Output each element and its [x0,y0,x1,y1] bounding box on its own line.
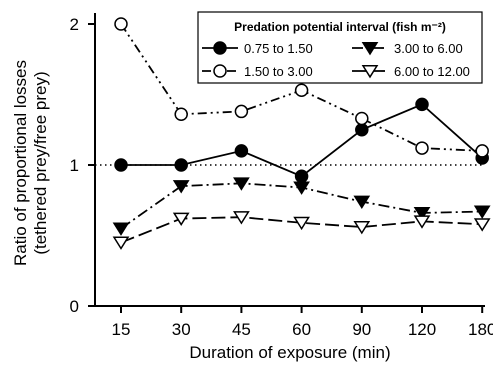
y-axis-title-line-2: (tethered prey/free prey) [31,71,50,254]
data-point [353,221,371,235]
legend-box [197,11,483,84]
legend-label: 6.00 to 12.00 [394,64,470,79]
x-tick-label: 60 [292,320,311,339]
legend-entries: 0.75 to 1.50 1.50 to 3.00 3.00 to 6.00 6.00… [202,41,470,79]
legend-marker [361,42,379,56]
data-point [174,107,188,121]
legend-marker [361,65,379,79]
data-point [234,104,249,119]
data-point [294,169,309,184]
legend-entry: 1.50 to 3.00 [202,64,313,79]
data-point [415,141,429,155]
y-tick-label: 2 [70,15,79,34]
data-point [172,212,190,226]
x-axis-title: Duration of exposure (min) [189,343,390,362]
legend-marker [213,64,227,78]
legend-entry: 3.00 to 6.00 [352,41,463,56]
data-point [415,97,429,112]
x-tick-label: 120 [408,320,436,339]
data-point [413,215,431,229]
data-point [293,181,310,195]
y-axis-title-line-1: Ratio of proportional losses [11,60,30,266]
data-point [174,158,188,172]
legend-title: Predation potential interval (fish m⁻²) [234,20,446,34]
x-tick-label: 30 [172,320,191,339]
legend-label: 0.75 to 1.50 [244,41,313,56]
data-point [112,236,130,250]
y-axis-ticks: 0 1 2 [70,15,95,316]
data-point [473,218,491,232]
data-point [413,206,431,221]
data-point [293,216,310,231]
data-point [172,180,190,194]
series-1 [114,97,489,184]
data-point [114,17,128,31]
series-3 [112,177,491,236]
data-point [233,177,250,191]
data-point [234,144,249,158]
data-point [473,205,491,219]
data-point [355,123,369,137]
data-point [475,144,489,158]
x-axis-ticks: 15 30 45 60 90 120 180 [112,306,493,339]
legend-marker [213,41,227,55]
data-point [112,222,130,236]
legend-label: 3.00 to 6.00 [394,41,463,56]
legend-label: 1.50 to 3.00 [244,64,313,79]
x-tick-label: 90 [352,320,371,339]
data-point [233,211,250,225]
x-tick-label: 45 [232,320,251,339]
x-tick-label: 180 [468,320,493,339]
legend: Predation potential interval (fish m⁻²) … [197,11,483,84]
series-group [112,17,491,250]
data-point [114,158,128,172]
y-tick-label: 0 [70,297,79,316]
data-point [355,111,369,126]
data-point [294,83,309,98]
y-tick-label: 1 [70,156,79,175]
legend-entry: 0.75 to 1.50 [202,41,313,56]
legend-entry: 6.00 to 12.00 [352,64,470,79]
series-2 [114,17,489,158]
x-tick-label: 15 [112,320,131,339]
data-point [353,195,371,210]
series-4 [112,211,491,250]
